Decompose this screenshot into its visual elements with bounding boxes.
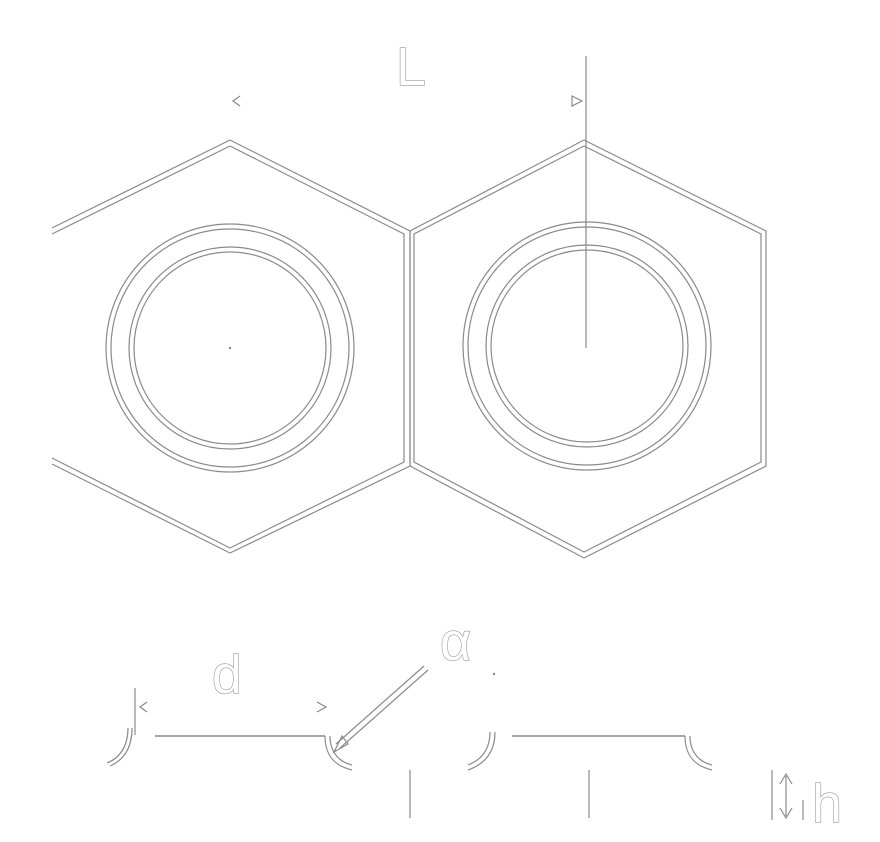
left-hexagon-inner <box>51 145 405 549</box>
cross-section-profile <box>106 688 713 818</box>
left-inner-ring-a <box>128 246 332 450</box>
height-dimension: h <box>771 770 843 835</box>
angle-label: α <box>440 612 471 672</box>
length-label: L <box>396 37 426 97</box>
right-hexagon-outer <box>409 139 767 559</box>
length-dimension: L <box>231 36 584 107</box>
left-hexagon-cell <box>51 139 411 554</box>
right-inner-ring-a <box>485 244 689 448</box>
left-inner-ring-b <box>133 251 327 445</box>
angle-annotation: α <box>332 611 496 754</box>
right-inner-ring-b <box>490 249 684 443</box>
height-label: h <box>812 774 842 834</box>
angle-pointer-line-a <box>339 669 429 749</box>
length-arrow-left <box>231 95 241 107</box>
profile-left-cup <box>109 727 133 767</box>
spacing-dimension: d <box>138 644 328 713</box>
right-hexagon-cell <box>409 56 767 559</box>
angle-pointer-head <box>332 734 349 754</box>
spacing-arrow-right <box>316 701 328 713</box>
left-outer-ring-b <box>110 228 350 468</box>
profile-end-cup <box>684 735 713 771</box>
height-arrow-top <box>779 772 793 785</box>
profile-right-cup <box>467 731 496 771</box>
profile-end-cup-inner <box>689 735 713 766</box>
left-center-dot <box>228 346 232 350</box>
left-outer-ring-a <box>105 223 355 473</box>
right-outer-ring-b <box>467 226 707 466</box>
profile-mid-cup-inner <box>329 735 353 766</box>
height-arrow-bottom <box>779 807 793 820</box>
spacing-label: d <box>212 645 242 705</box>
profile-right-cup-inner <box>467 731 491 766</box>
right-hexagon-inner <box>413 145 762 553</box>
angle-dot <box>492 672 496 676</box>
profile-mid-cup <box>324 735 353 771</box>
spacing-arrow-left <box>138 701 148 713</box>
angle-pointer-line-b <box>335 665 425 745</box>
profile-left-cup-inner <box>106 727 129 764</box>
length-arrow-right <box>571 95 584 107</box>
right-outer-ring-a <box>462 221 712 471</box>
